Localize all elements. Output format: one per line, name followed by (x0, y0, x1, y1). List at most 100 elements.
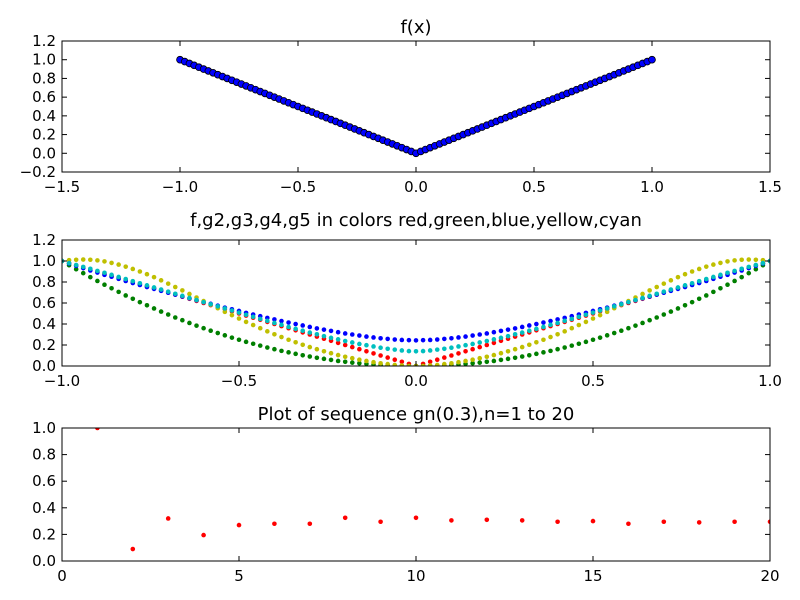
plot-fx-title: f(x) (400, 17, 431, 38)
plot-fx-ytick-label: 1.0 (32, 51, 56, 69)
plot-g-functions-point (569, 325, 575, 331)
plot-g-functions-point (470, 346, 475, 352)
plot-g-functions-point (682, 283, 688, 288)
plot-g-functions-point (222, 333, 228, 338)
plot-g-functions-point (286, 337, 291, 343)
plot-fx-ytick-label: 0.8 (32, 69, 56, 87)
plot-g-functions-point (477, 332, 483, 337)
plot-g-functions-point (689, 280, 695, 286)
plot-g-functions-point (335, 358, 341, 364)
plot-g-functions-point (116, 274, 121, 280)
plot-g-functions-point (413, 349, 419, 354)
plot-g-functions-point (272, 331, 277, 337)
plot-g-functions-point (576, 314, 582, 320)
plot-g-functions-point (180, 288, 185, 293)
plot-g-functions-point (491, 340, 497, 346)
plot-g-functions-point (314, 326, 320, 331)
plot-g-functions-point (314, 355, 320, 361)
plot-g-functions-point (279, 334, 284, 340)
plot-g-functions-point (300, 342, 306, 348)
plot-fx-point (648, 55, 656, 64)
plot-g-functions-xtick-label: −0.5 (221, 372, 257, 390)
plot-g-functions-point (760, 260, 766, 266)
plot-g-functions-xtick-label: 0.5 (581, 372, 605, 390)
plot-g-functions-point (88, 266, 93, 272)
plot-sequence-point (484, 517, 490, 523)
plot-fx-xtick-label: 1.0 (640, 178, 664, 196)
plot-g-functions-point (442, 355, 447, 360)
plot-g-functions-point (265, 345, 270, 350)
plot-g-functions-point (682, 271, 688, 277)
plot-g-functions-point (265, 329, 270, 334)
plot-g-functions-point (130, 266, 136, 272)
plot-g-functions-point (172, 284, 178, 290)
plot-g-functions-point (165, 281, 171, 286)
plot-g-functions-point (406, 363, 412, 366)
plot-g-functions-point (484, 342, 490, 348)
plot-g-functions-point (201, 325, 206, 331)
plot-g-functions-point (611, 330, 617, 336)
plot-g-functions-point (364, 349, 369, 354)
plot-g-functions-point (307, 324, 313, 330)
plot-g-functions-ytick-label: 0.2 (32, 336, 56, 354)
plot-g-functions-point (604, 333, 610, 338)
plot-g-functions-point (668, 278, 674, 283)
plot-sequence-point (130, 546, 136, 552)
plot-g-functions-point (364, 342, 369, 348)
plot-g-functions-point (668, 287, 674, 292)
plot-g-functions-series-2 (62, 258, 770, 343)
plot-g-functions-point (696, 278, 702, 284)
plot-sequence-point (165, 516, 171, 521)
plot-g-functions-point (307, 354, 313, 359)
plot-g-functions-point (548, 348, 553, 354)
plot-g-functions-point (739, 266, 744, 272)
plot-fx-ytick-label: 1.2 (32, 32, 56, 50)
plot-g-functions-point (548, 322, 553, 328)
plot-g-functions-point (675, 274, 681, 280)
plot-g-functions-point (562, 318, 567, 324)
plot-g-functions-point (491, 329, 497, 335)
plot-g-functions-point (342, 342, 348, 348)
plot-g-functions-ytick-label: 0.0 (32, 357, 56, 375)
plot-g-functions-point (746, 264, 752, 270)
plot-sequence-point (342, 515, 348, 521)
plot-g-functions-point (718, 286, 723, 291)
plot-g-functions-point (477, 344, 483, 350)
plot-g-functions-point (349, 360, 355, 365)
plot-g-functions-ytick-label: 0.8 (32, 273, 56, 291)
plot-g-functions-point (534, 326, 539, 332)
plot-g-functions-point (357, 341, 362, 347)
plot-g-functions-point (151, 285, 157, 290)
plot-g-functions-point (604, 309, 610, 315)
plot-g-functions-point (484, 338, 490, 344)
plot-g-functions-point (73, 257, 79, 263)
plot-g-functions-point (519, 324, 525, 330)
plot-g-functions-point (328, 335, 334, 341)
plot-sequence-point (307, 521, 313, 527)
plot-g-functions-point (102, 270, 107, 276)
plot-g-functions-point (208, 328, 213, 334)
plot-g-functions-point (449, 345, 454, 351)
plot-g-functions-point (590, 337, 596, 343)
plot-g-functions-point (349, 332, 355, 337)
plot-g-functions-point (371, 351, 376, 356)
plot-g-functions-point (696, 296, 702, 302)
plot-g-functions-point (434, 357, 440, 363)
plot-g-functions-point (541, 337, 546, 343)
plot-g-functions-point (647, 293, 652, 299)
plot-g-functions-point (293, 321, 298, 327)
plot-g-functions-point (519, 330, 525, 335)
plot-g-functions-point (151, 274, 157, 280)
plot-sequence-point (272, 521, 277, 527)
plot-g-functions-point (512, 346, 518, 352)
plot-g-functions-marks (62, 257, 770, 366)
plot-g-functions-point (689, 269, 695, 274)
plot-g-functions-point (442, 336, 447, 342)
plot-sequence-xtick-label: 20 (760, 567, 779, 585)
plot-g-functions-point (328, 350, 334, 356)
plot-g-functions-point (548, 318, 553, 324)
plot-sequence-point (590, 518, 596, 524)
plot-g-functions-point (243, 312, 249, 318)
plot-fx-ytick-label: 0.4 (32, 107, 56, 125)
